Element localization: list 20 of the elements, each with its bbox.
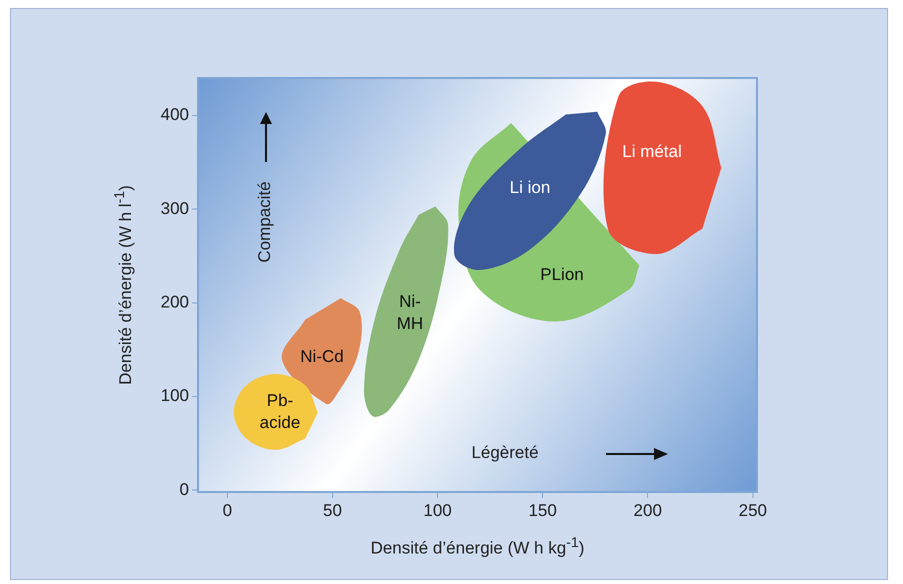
annotation: Compacité: [254, 181, 275, 263]
x-axis-title: Densité d’énergie (W h kg$^{-1}$): [370, 534, 584, 560]
x-tick-label: 100: [423, 500, 452, 520]
x-tick-label: 150: [528, 500, 557, 520]
y-tick-label: 200: [160, 292, 189, 312]
x-tick-label: 200: [634, 500, 662, 520]
annotation: Ni- MH: [396, 291, 424, 335]
x-tick-label: 250: [738, 500, 767, 520]
annotation: Pb- acide: [260, 390, 300, 434]
y-tick-label: 100: [160, 386, 189, 406]
annotation: Ni-Cd: [300, 346, 344, 368]
x-tick-label: 50: [323, 500, 342, 520]
annotation: PLion: [540, 264, 584, 286]
annotation: Li métal: [622, 141, 682, 163]
y-tick-label: 0: [180, 480, 189, 499]
annotation: Légèreté: [471, 442, 539, 464]
x-tick-label: 0: [222, 500, 232, 520]
y-tick-label: 300: [160, 198, 189, 218]
annotation: Li ion: [510, 177, 550, 199]
y-tick-label: 400: [160, 105, 189, 124]
